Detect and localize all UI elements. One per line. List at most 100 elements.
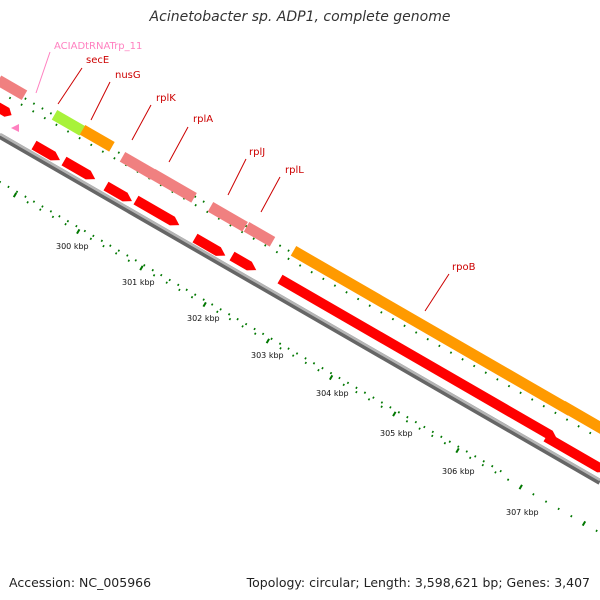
inner-tick-mark [363, 391, 367, 394]
inner-tick-mark [236, 317, 239, 321]
inner-tick-mark [92, 234, 95, 238]
gene-label: rpoB [452, 262, 476, 273]
inner-tick-mark [291, 354, 295, 357]
outer-tick-mark [90, 143, 93, 147]
inner-tick-mark [210, 303, 214, 306]
inner-tick-mark [481, 463, 485, 467]
outer-tick-mark [438, 344, 441, 348]
map-title: Acinetobacter sp. ADP1, complete genome [149, 9, 451, 25]
outer-tick-mark [202, 200, 205, 203]
kbp-labels: 300 kbp 301 kbp 302 kbp 303 kbp 304 kbp 305 k… [56, 242, 539, 517]
inner-tick-mark [295, 352, 299, 355]
inner-tick-mark [321, 366, 324, 370]
outer-tick-mark [542, 404, 545, 408]
inner-tick-mark [26, 201, 29, 204]
inner-tick-mark [64, 222, 67, 226]
kbp-label: 304 kbp [316, 389, 349, 398]
gene-label: rplK [156, 93, 176, 104]
inner-tick-mark [328, 374, 334, 381]
inner-tick-mark [367, 398, 371, 401]
gene-label-line [227, 158, 247, 196]
outer-tick-mark [356, 297, 360, 301]
outer-tick-mark [414, 331, 418, 334]
inner-tick-mark [482, 460, 485, 463]
outer-tick-mark [252, 237, 255, 240]
kbp-label: 306 kbp [442, 467, 475, 476]
inner-tick-mark [338, 376, 341, 380]
cds-feature [103, 181, 132, 202]
inner-tick-mark [405, 420, 409, 423]
inner-tick-mark [244, 322, 248, 326]
topology-text: Topology: circular; Length: 3,598,621 bp… [246, 575, 590, 590]
outer-tick-mark [380, 311, 383, 314]
outer-tick-mark [577, 425, 580, 428]
inner-tick-mark [491, 464, 494, 468]
inner-tick-mark [329, 371, 333, 375]
gene-feature [290, 246, 574, 416]
backbone [0, 132, 600, 485]
inner-tick-mark [431, 430, 435, 434]
inner-tick-mark [165, 281, 168, 284]
outer-tick-mark [206, 210, 209, 214]
outer-tick-mark [333, 284, 337, 287]
inner-tick-mark [139, 265, 144, 271]
inner-tick-mark [448, 440, 451, 443]
outer-tick-mark [554, 411, 557, 415]
inner-tick-mark [49, 210, 53, 213]
inner-tick-mark [134, 259, 137, 262]
outer-tick-mark [565, 418, 569, 421]
gene-label: nusG [115, 70, 141, 81]
kbp-label: 301 kbp [122, 278, 155, 287]
inner-tick-mark [557, 507, 560, 511]
inner-tick-mark [468, 456, 472, 460]
cds-feature [31, 140, 60, 161]
gene-feature [207, 202, 248, 232]
inner-tick-mark [455, 447, 460, 454]
gene-feature [149, 169, 197, 203]
inner-tick-mark [178, 288, 181, 292]
cds-feature [229, 251, 257, 271]
outer-tick-mark [484, 371, 487, 374]
outer-tick-mark [531, 398, 534, 401]
accession-text: Accession: NC_005966 [9, 575, 152, 590]
inner-tick-mark [304, 361, 307, 365]
inner-tick-mark [75, 224, 78, 228]
inner-tick-mark [83, 229, 87, 233]
gene-label: rplA [193, 114, 213, 125]
gene-label: ACIADtRNATrp_11 [54, 41, 142, 52]
outer-tick-mark [41, 107, 44, 110]
outer-tick-mark [117, 151, 121, 154]
outer-tick-mark [472, 364, 476, 368]
gene-label-line [131, 104, 152, 141]
inner-tick-mark [51, 215, 55, 219]
inner-tick-mark [443, 441, 447, 445]
inner-tick-mark [544, 500, 548, 503]
inner-tick-mark [41, 205, 44, 208]
inner-tick-mark [287, 347, 290, 350]
inner-tick-mark [12, 192, 18, 198]
kbp-label: 303 kbp [251, 351, 284, 360]
gene-label-line [35, 51, 51, 94]
outer-tick-mark [496, 378, 499, 381]
outer-tick-mark [66, 130, 70, 133]
cds-feature [192, 233, 226, 256]
inner-tick-mark [494, 471, 497, 474]
inner-tick-mark [304, 357, 307, 360]
inner-tick-mark [465, 450, 468, 453]
gene-feature [79, 125, 115, 152]
inner-tick-mark [418, 427, 421, 430]
outer-tick-mark [345, 291, 348, 294]
inner-tick-mark [194, 293, 197, 296]
trna-marker [11, 124, 19, 132]
outer-tick-mark [403, 324, 406, 328]
outer-tick-mark [278, 244, 282, 247]
inner-tick-mark [457, 445, 460, 448]
inner-tick-mark [254, 332, 257, 335]
kbp-label: 302 kbp [187, 314, 220, 323]
outer-tick-mark [287, 249, 290, 252]
inner-tick-mark [202, 298, 205, 301]
outer-tick-mark [20, 103, 23, 106]
outer-tick-mark [322, 277, 325, 281]
inner-tick-mark [406, 415, 409, 419]
outer-tick-mark [426, 337, 429, 341]
